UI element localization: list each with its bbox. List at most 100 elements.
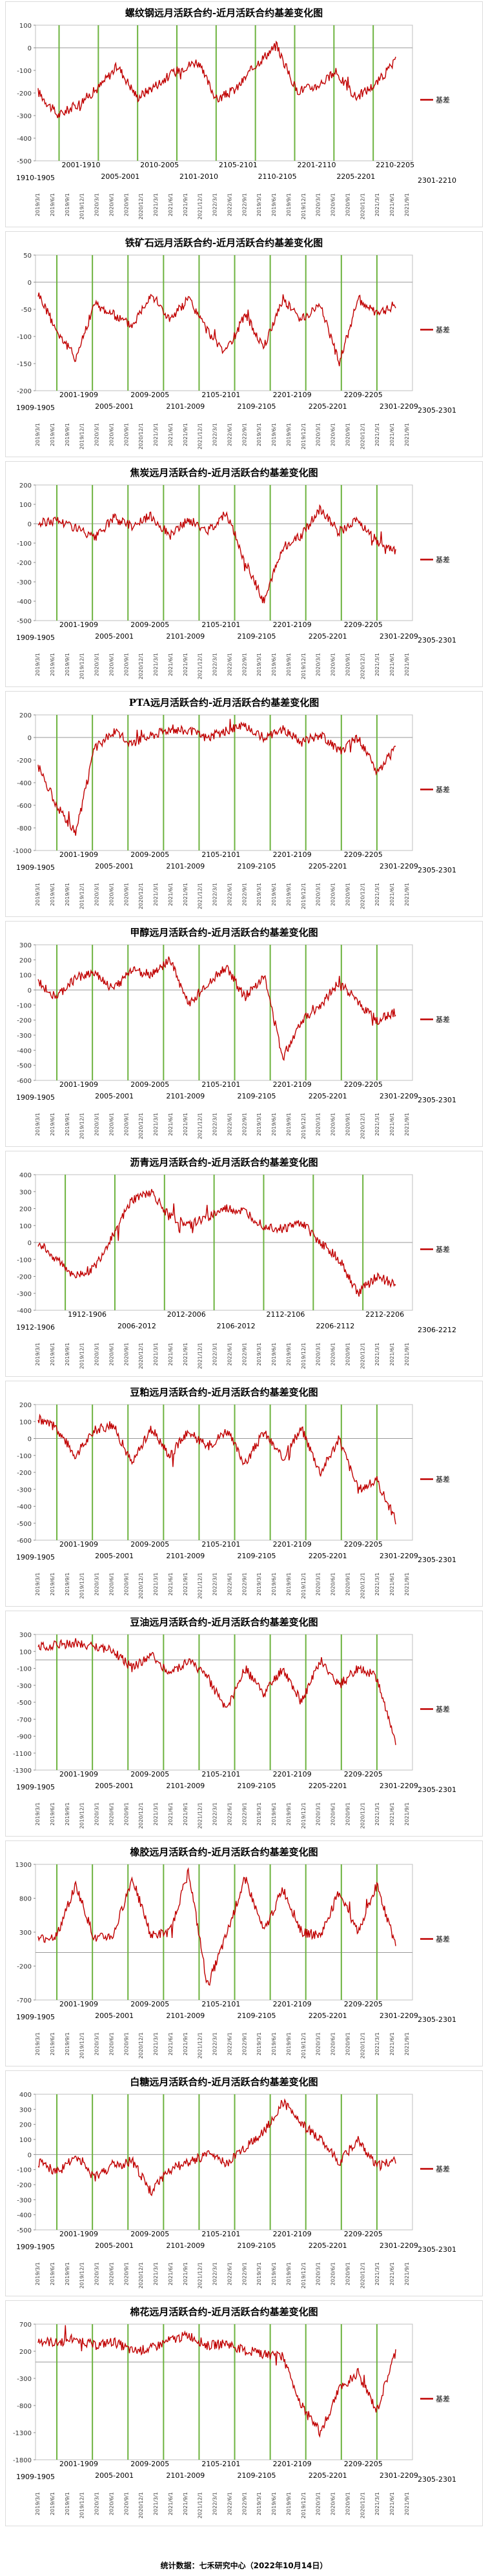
x-tick-label: 2020/6/1 [108,193,114,216]
x-tick-label: 2020/12/1 [360,1802,365,1829]
contract-label: 2301-2209 [380,2012,418,2020]
contract-label: 2101-2010 [179,172,218,181]
x-tick-label: 2021/6/1 [389,1113,395,1136]
y-tick-label: -300 [17,1683,32,1690]
x-tick-label: 2020/3/1 [316,2032,321,2056]
x-tick-label: 2020/6/1 [108,1802,114,1826]
chart-svg: 沥青远月活跃合约-近月活跃合约基差变化图 400 300 200 100 0 -100 -20… [16,1157,456,1369]
x-tick-label: 2021/9/1 [183,883,188,906]
x-tick-label: 2022/6/1 [227,2492,232,2515]
x-tick-label: 2019/3/1 [35,193,41,216]
x-tick-label: 2021/12/1 [198,2032,203,2059]
x-tick-label: 2020/6/1 [108,1113,114,1136]
legend-label: 基差 [436,2395,450,2404]
x-tick-label: 2021/6/1 [389,883,395,906]
x-tick-label: 2020/3/1 [316,2262,321,2285]
contract-label: 2205-2201 [309,632,347,641]
x-tick-label: 2019/3/1 [35,1572,41,1596]
x-tick-label: 2020/9/1 [123,423,129,446]
y-tick-label: 200 [19,957,32,964]
contract-label: 2301-2209 [380,1782,418,1790]
contract-label: 2105-2101 [201,1770,240,1778]
x-tick-label: 2021/12/1 [198,423,203,449]
x-tick-label: 2021/9/1 [183,1113,188,1136]
x-tick-label: 2019/9/1 [286,2492,292,2515]
x-tick-label: 2020/3/1 [94,2032,100,2056]
x-tick-label: 2021/9/1 [404,1802,410,1826]
x-tick-label: 2021/9/1 [404,193,410,216]
legend-label: 基差 [436,1475,450,1484]
x-tick-label: 2021/6/1 [389,1802,395,1826]
contract-label-last: 2305-2301 [418,1096,456,1104]
x-tick-label: 2020/3/1 [94,1802,100,1826]
x-tick-label: 2020/9/1 [123,1113,129,1136]
x-tick-label: 2019/6/1 [50,1572,56,1596]
x-tick-label: 2019/6/1 [271,2262,277,2285]
x-tick-label: 2021/9/1 [183,2492,188,2515]
contract-label: 1912-1906 [68,1310,107,1319]
x-tick-label: 2019/6/1 [50,193,56,216]
y-tick-label: -900 [17,1734,32,1741]
x-tick-label: 2021/6/1 [168,2262,174,2285]
y-tick-label: -150 [17,361,32,368]
x-tick-label: 2021/6/1 [168,193,174,216]
contract-label: 2205-2201 [309,2471,347,2480]
y-tick-label: -1100 [13,1751,32,1758]
x-tick-label: 2019/6/1 [50,883,56,906]
x-tick-label: 2019/12/1 [301,1802,307,1829]
x-tick-label: 2019/3/1 [256,423,262,446]
contract-label: 2210-2205 [376,161,414,169]
contract-label: 2105-2101 [201,621,240,629]
x-tick-label: 2020/6/1 [330,653,336,676]
x-tick-label: 2021/12/1 [198,2492,203,2519]
contract-label: 2201-2109 [273,2460,312,2468]
x-tick-label: 2019/12/1 [301,2492,307,2519]
y-tick-label: -200 [17,90,32,98]
contract-label: 2009-2005 [130,1770,169,1778]
contract-label: 2009-2005 [130,2230,169,2238]
x-tick-label: 2020/6/1 [330,883,336,906]
y-tick-label: -100 [17,1257,32,1264]
x-tick-label: 2019/6/1 [50,2492,56,2515]
chart-title: PTA远月活跃合约-近月活跃合约基差变化图 [129,697,320,708]
contract-label: 2105-2101 [201,1540,240,1549]
legend-label: 基差 [436,96,450,105]
basis-series-line [37,719,396,836]
x-tick-label: 2021/9/1 [404,1113,410,1136]
x-tick-label: 2020/3/1 [94,2492,100,2515]
y-tick-label: 200 [19,1206,32,1213]
x-tick-label: 2021/12/1 [198,1343,203,1369]
x-tick-label: 2020/9/1 [123,1343,129,1366]
contract-label: 2209-2205 [344,850,383,859]
x-tick-label: 2021/3/1 [374,2262,380,2285]
contract-label: 2205-2201 [309,1552,347,1560]
contract-label: 2001-1909 [59,391,98,399]
x-tick-label: 2019/9/1 [286,2262,292,2285]
contract-label: 2001-1909 [59,1770,98,1778]
contract-label: 2005-2001 [95,1552,134,1560]
y-tick-label: -500 [17,2227,32,2234]
contract-label-first: 1909-1905 [16,1093,55,1102]
chart-panel: 豆粕远月活跃合约-近月活跃合约基差变化图 200 100 0 -100 -200 -300 -… [5,1381,483,1607]
x-tick-label: 2019/12/1 [79,2262,85,2289]
x-tick-label: 2019/3/1 [35,1802,41,1826]
contract-label-last: 2305-2301 [418,2245,456,2254]
x-tick-label: 2022/6/1 [227,1113,232,1136]
x-tick-label: 2019/6/1 [50,1802,56,1826]
contract-label-first: 1909-1905 [16,404,55,412]
x-tick-label: 2020/3/1 [316,1113,321,1136]
contract-label-last: 2305-2301 [418,2475,456,2484]
x-tick-label: 2022/3/1 [212,1802,218,1826]
contract-label: 2001-1909 [59,1540,98,1549]
x-tick-label: 2021/3/1 [374,1572,380,1596]
y-tick-label: 0 [28,987,32,994]
x-tick-label: 2020/9/1 [345,193,351,216]
y-tick-label: 100 [19,2137,32,2144]
y-tick-label: 200 [19,2122,32,2129]
contract-label-first: 1909-1905 [16,863,55,872]
chart-title: 螺纹钢远月活跃合约-近月活跃合约基差变化图 [125,7,323,19]
contract-label: 2201-2109 [273,391,312,399]
contract-label: 2209-2205 [344,2460,383,2468]
contract-label-last: 2305-2301 [418,406,456,415]
x-tick-label: 2020/12/1 [360,2492,365,2519]
